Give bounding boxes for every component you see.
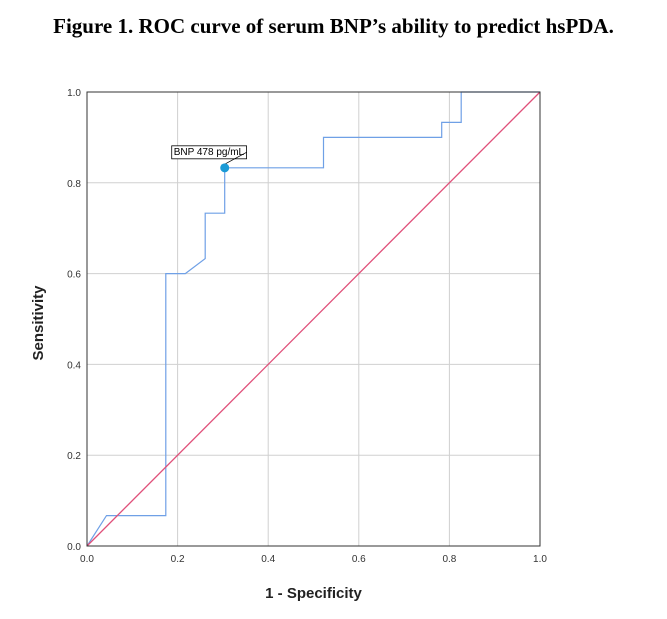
y-tick-label: 1.0 [67, 88, 81, 99]
y-tick-label: 0.6 [67, 270, 81, 281]
y-tick-label: 0.0 [67, 542, 81, 553]
reference-diagonal-line [86, 91, 541, 547]
x-tick-label: 0.8 [442, 554, 456, 565]
x-tick-label: 0.4 [261, 554, 275, 565]
plot-frame [86, 91, 541, 547]
x-tick-label: 0.2 [171, 554, 185, 565]
x-tick-label: 0.6 [352, 554, 366, 565]
y-axis-label: Sensitivity [30, 285, 47, 361]
y-tick-label: 0.8 [67, 179, 81, 190]
annotation-label: BNP 478 pg/mL [174, 147, 245, 158]
x-tick-labels: 0.0 0.2 0.4 0.6 0.8 1.0 [80, 554, 547, 565]
x-axis-label: 1 - Specificity [265, 585, 362, 602]
y-tick-label: 0.4 [67, 360, 81, 371]
y-tick-label: 0.2 [67, 451, 81, 462]
chart-series [86, 91, 541, 547]
roc-curve-line [86, 91, 540, 547]
x-tick-label: 1.0 [533, 554, 547, 565]
figure-caption: Figure 1. ROC curve of serum BNP’s abili… [53, 14, 614, 38]
cutoff-point-marker [220, 163, 230, 173]
x-tick-label: 0.0 [80, 554, 94, 565]
y-tick-labels: 0.0 0.2 0.4 0.6 0.8 1.0 [67, 88, 81, 553]
cutoff-annotation: BNP 478 pg/mL [171, 145, 247, 173]
